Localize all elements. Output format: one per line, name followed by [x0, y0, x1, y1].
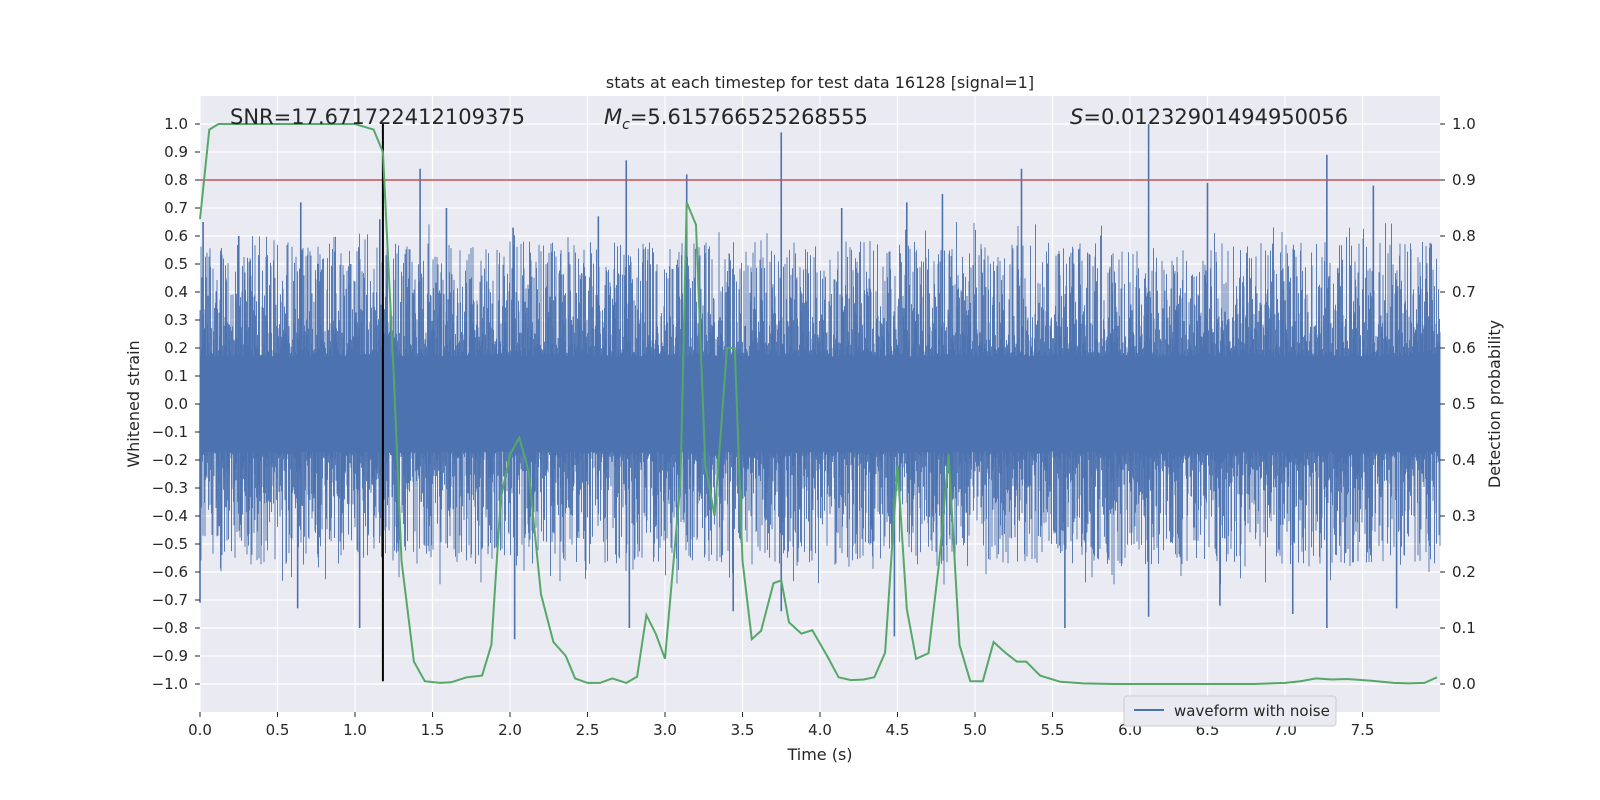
x-tick-label: 7.5 [1351, 721, 1375, 739]
x-tick-label: 4.0 [808, 721, 832, 739]
y-tick-label: −0.2 [152, 451, 188, 469]
y-tick-label: −1.0 [152, 675, 188, 693]
y2-tick-label: 1.0 [1452, 115, 1476, 133]
y-tick-label: −0.4 [152, 507, 188, 525]
y2-tick-label: 0.0 [1452, 675, 1476, 693]
y2-tick-label: 0.5 [1452, 395, 1476, 413]
y-tick-label: 0.4 [164, 283, 188, 301]
chirp-mass-value: =5.615766525268555 [630, 105, 868, 129]
y2-tick-label: 0.4 [1452, 451, 1476, 469]
legend-label: waveform with noise [1174, 702, 1330, 720]
x-tick-label: 3.0 [653, 721, 677, 739]
y-tick-label: 0.0 [164, 395, 188, 413]
x-tick-label: 1.5 [421, 721, 445, 739]
chirp-mass-symbol: M [604, 105, 622, 129]
y2-tick-label: 0.6 [1452, 339, 1476, 357]
y-tick-label: 0.1 [164, 367, 188, 385]
y-tick-label: 0.2 [164, 339, 188, 357]
legend: waveform with noise [1123, 695, 1337, 727]
x-tick-label: 0.0 [188, 721, 212, 739]
y-tick-label: 0.9 [164, 143, 188, 161]
y-tick-label: −0.3 [152, 479, 188, 497]
spin-value: =0.01232901494950056 [1083, 105, 1348, 129]
y-tick-label: −0.6 [152, 563, 188, 581]
y2-axis-label: Detection probability [1485, 320, 1504, 488]
y-tick-label: 0.7 [164, 199, 188, 217]
x-axis-label: Time (s) [786, 745, 852, 764]
chirp-mass-subscript: c [622, 117, 630, 133]
y-tick-label: 0.8 [164, 171, 188, 189]
y2-axis-ticks: 1.0 0.9 0.8 0.7 0.6 0.5 0.4 0.3 0.2 0.1 0.0 [1440, 115, 1476, 693]
y2-tick-label: 0.1 [1452, 619, 1476, 637]
detection-probability-line [199, 123, 1438, 685]
y-tick-label: 0.5 [164, 255, 188, 273]
x-tick-label: 1.0 [343, 721, 367, 739]
overlay-lines [199, 123, 1440, 685]
y2-tick-label: 0.8 [1452, 227, 1476, 245]
x-tick-label: 4.5 [886, 721, 910, 739]
y2-tick-label: 0.2 [1452, 563, 1476, 581]
chirp-mass-annotation: Mc=5.615766525268555 [604, 105, 868, 133]
spin-symbol: S [1070, 105, 1083, 129]
y-tick-label: 0.3 [164, 311, 188, 329]
x-tick-label: 0.5 [266, 721, 290, 739]
x-tick-label: 2.0 [498, 721, 522, 739]
legend-box [1123, 695, 1337, 727]
y-tick-label: −0.8 [152, 619, 188, 637]
y-tick-label: 1.0 [164, 115, 188, 133]
x-tick-label: 3.5 [731, 721, 755, 739]
y2-tick-label: 0.7 [1452, 283, 1476, 301]
y-tick-label: −0.5 [152, 535, 188, 553]
spin-annotation: S=0.01232901494950056 [1070, 105, 1348, 129]
y-axis-label: Whitened strain [124, 340, 143, 467]
y-tick-label: −0.9 [152, 647, 188, 665]
y2-tick-label: 0.3 [1452, 507, 1476, 525]
y-tick-label: −0.1 [152, 423, 188, 441]
y-axis-ticks: 1.0 0.9 0.8 0.7 0.6 0.5 0.4 0.3 0.2 0.1 0.0 −0.1 −0.… [152, 115, 200, 693]
chart-title: stats at each timestep for test data 161… [606, 73, 1034, 92]
y2-tick-label: 0.9 [1452, 171, 1476, 189]
snr-annotation: SNR=17.671722412109375 [230, 105, 525, 129]
x-tick-label: 2.5 [576, 721, 600, 739]
y-tick-label: −0.7 [152, 591, 188, 609]
waveform-series [199, 124, 1441, 640]
x-tick-label: 5.0 [963, 721, 987, 739]
y-tick-label: 0.6 [164, 227, 188, 245]
x-tick-label: 5.5 [1041, 721, 1065, 739]
